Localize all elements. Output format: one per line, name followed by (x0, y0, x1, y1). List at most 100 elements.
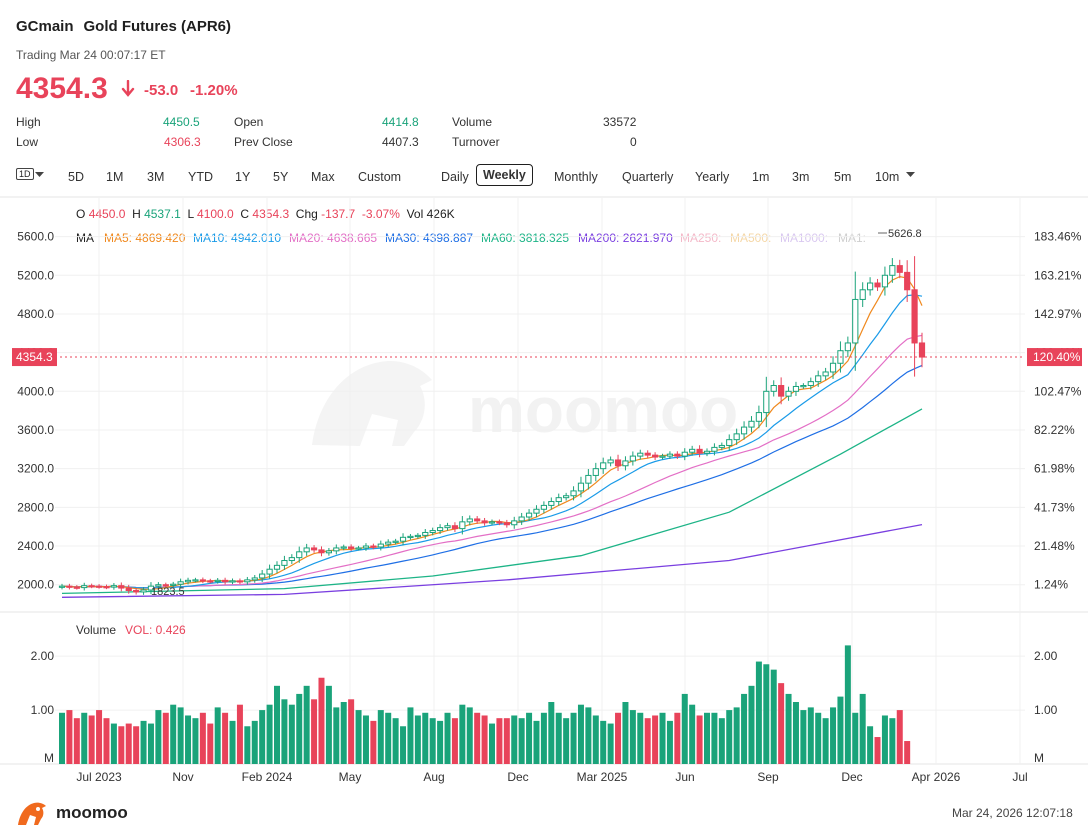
volume-tick-label: 2.00 (31, 649, 55, 663)
volume-bar (889, 718, 896, 764)
candle-body (918, 342, 926, 358)
period-1m[interactable]: 1m (752, 170, 770, 184)
candle-body (385, 541, 392, 545)
candle-body (637, 452, 644, 457)
candle-body (740, 426, 748, 435)
high-label: High (16, 115, 41, 129)
candle-body (622, 460, 629, 467)
period-weekly[interactable]: Weekly (476, 164, 533, 186)
current-price-tag-text: 4354.3 (16, 350, 53, 364)
volume-bar (296, 693, 303, 764)
candle-body (859, 289, 866, 300)
candle-body (236, 580, 244, 583)
volume-bar (518, 718, 525, 764)
volume-bar (444, 712, 451, 764)
volume-bar (451, 718, 458, 764)
candle-body (703, 450, 711, 454)
candle-body (184, 579, 192, 583)
volume-bar (704, 712, 710, 764)
period-chevron-down-icon[interactable] (906, 172, 915, 178)
range-5y[interactable]: 5Y (273, 170, 289, 184)
x-tick-label: Dec (841, 770, 862, 784)
period-5m[interactable]: 5m (834, 170, 852, 184)
high-value: 4450.5 (163, 115, 200, 129)
ma-line-ma200 (61, 523, 923, 598)
volume-bar (155, 710, 162, 764)
range-1m[interactable]: 1M (106, 170, 124, 184)
volume-bar (644, 718, 651, 764)
ma-legend-item: MA1000: (780, 231, 829, 245)
volume-bar (489, 723, 495, 764)
candle-body (414, 534, 421, 538)
candle-body (296, 551, 303, 559)
period-monthly[interactable]: Monthly (554, 170, 598, 184)
ma-legend-item: MA250: (680, 231, 722, 245)
volume-bar (652, 715, 659, 764)
candle-body (125, 587, 132, 591)
candle-body (681, 451, 688, 457)
volume-bar (555, 712, 562, 764)
chevron-down-icon[interactable] (35, 172, 44, 178)
candle-body (555, 497, 562, 503)
period-3m[interactable]: 3m (792, 170, 810, 184)
candle-body (229, 580, 236, 583)
candle-body (904, 271, 911, 291)
volume-bar (370, 720, 377, 764)
volume-bar (792, 702, 799, 764)
candle-body (614, 459, 622, 467)
bar-open: 4450.0 (88, 207, 126, 221)
volume-bar (718, 718, 725, 764)
volume-bar (629, 710, 636, 764)
candle-body (155, 584, 162, 587)
range-1y[interactable]: 1Y (235, 170, 251, 184)
percent-tick-label: 183.46% (1034, 230, 1082, 244)
x-tick-label: Mar 2025 (577, 770, 628, 784)
x-tick-label: Jul (1012, 770, 1027, 784)
range-custom[interactable]: Custom (358, 170, 402, 184)
volume-bar (837, 696, 844, 764)
volume-bar (81, 712, 88, 764)
period-quarterly[interactable]: Quarterly (622, 170, 674, 184)
candle-body (251, 577, 258, 581)
price-change: -53.0 (144, 82, 179, 99)
candle-body (273, 564, 281, 570)
bar-low: 4100.0 (197, 207, 234, 221)
range-5d[interactable]: 5D (68, 170, 84, 184)
volume-bar (830, 707, 837, 764)
volume-bar (318, 677, 325, 764)
volume-bar (674, 712, 681, 764)
volume-bar (503, 718, 510, 764)
candle-body (674, 453, 681, 457)
candle-body (881, 274, 889, 288)
range-max[interactable]: Max (311, 170, 335, 184)
interval-icon[interactable]: 1D (16, 168, 34, 180)
range-ytd[interactable]: YTD (188, 170, 213, 184)
candle-body (466, 518, 473, 523)
volume-bar (244, 726, 251, 764)
volume-bar (422, 712, 429, 764)
candle-body (66, 585, 73, 588)
candle-body (592, 468, 599, 476)
ohlc-summary: O 4450.0 H 4537.1 L 4100.0 C 4354.3 Chg … (76, 207, 455, 221)
volume-bar (103, 718, 110, 764)
candle-body (310, 547, 318, 551)
bar-close: 4354.3 (252, 207, 290, 221)
watermark-logo-icon (312, 360, 432, 446)
volume-bar (659, 712, 666, 764)
period-10m[interactable]: 10m (875, 170, 900, 184)
candle-body (570, 490, 577, 497)
candle-body (585, 474, 592, 484)
candle-body (266, 568, 273, 575)
ma-legend-item: MA5: 4869.420 (104, 231, 186, 245)
volume-bar (170, 704, 177, 764)
x-tick-label: Nov (172, 770, 193, 784)
volume-bar (96, 710, 103, 764)
period-daily[interactable]: Daily (441, 170, 469, 184)
period-yearly[interactable]: Yearly (695, 170, 730, 184)
candle-body (600, 462, 607, 470)
volume-bar (110, 723, 117, 764)
candle-body (58, 585, 66, 588)
range-3m[interactable]: 3M (147, 170, 165, 184)
x-tick-label: Feb 2024 (242, 770, 293, 784)
